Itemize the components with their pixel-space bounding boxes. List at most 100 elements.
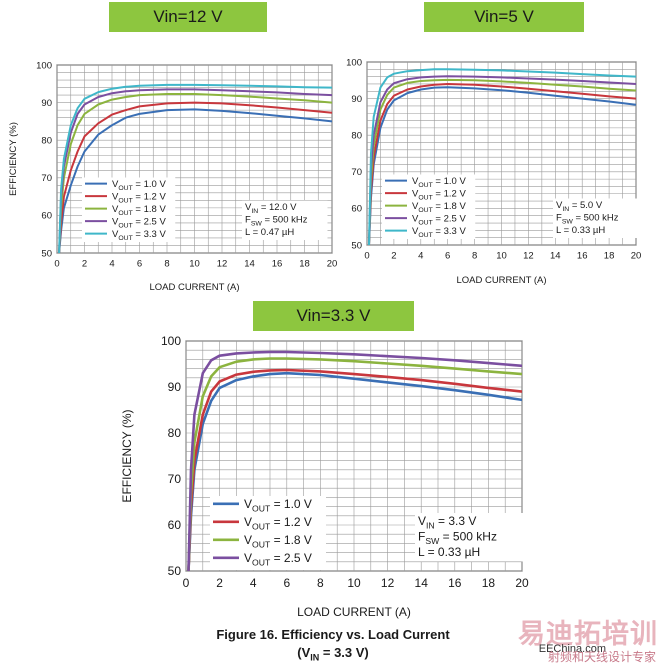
x-tick-label: 12 [523,251,534,262]
legend-entry-3: VOUT = 1.8 V [112,204,166,217]
x-tick-label: 10 [347,576,361,590]
annotation-vin: VIN = 5.0 V [556,200,603,213]
y-tick-label: 100 [36,60,52,71]
y-tick-label: 100 [346,57,362,68]
y-tick-label: 60 [168,518,182,532]
y-tick-label: 60 [351,204,362,215]
series-line-5 [368,68,636,245]
x-tick-label: 6 [283,576,290,590]
caption-v: (V [297,645,311,660]
x-tick-label: 4 [250,576,257,590]
x-tick-label: 20 [631,251,642,262]
x-tick-label: 16 [272,259,283,270]
y-axis-label: EFFICIENCY (%) [120,409,134,502]
x-tick-label: 8 [317,576,324,590]
y-tick-label: 80 [168,426,182,440]
legend-entry-4: VOUT = 2.5 V [244,551,312,568]
legend-background [82,177,176,242]
caption-value: = 3.3 V) [319,645,369,660]
series-line-1 [187,371,522,571]
x-tick-label: 10 [496,251,507,262]
x-tick-label: 14 [244,259,255,270]
legend-entry-1: VOUT = 1.0 V [244,497,312,514]
y-axis-label: EFFICIENCY (%) [8,122,19,196]
series-line-2 [187,368,522,571]
y-tick-label: 50 [168,564,182,578]
y-tick-label: 70 [351,167,362,178]
x-tick-label: 4 [109,259,114,270]
series-line-5 [58,83,332,253]
series-line-3 [187,357,522,571]
legend-entry-2: VOUT = 1.2 V [244,515,312,532]
series-line-3 [58,93,332,253]
annotation-fsw: FSW = 500 kHz [418,530,497,547]
watermark-url: EEChina.com [538,643,606,655]
figure-caption-line2: (VIN = 3.3 V) [0,645,666,663]
y-tick-label: 70 [168,472,182,486]
annotation-inductance: L = 0.33 µH [418,545,480,559]
chart-vin-12: 0 2 4 6 8 10 12 14 16 18 20 50 60 70 80 90 100 LOAD CURRE… [8,60,337,293]
series-line-2 [368,83,636,245]
legend-entry-1: VOUT = 1.0 V [412,176,466,189]
legend-entry-4: VOUT = 2.5 V [112,217,166,230]
x-tick-label: 2 [82,259,87,270]
banner-vin-5: Vin=5 V [424,2,584,32]
x-axis-label: LOAD CURRENT (A) [456,275,546,286]
y-tick-label: 100 [161,334,181,348]
annotation-vin: VIN = 3.3 V [418,514,476,531]
annotation-vin: VIN = 12.0 V [245,202,297,215]
y-tick-label: 80 [351,131,362,142]
x-tick-label: 6 [137,259,142,270]
x-tick-label: 8 [472,251,477,262]
legend-entry-3: VOUT = 1.8 V [244,533,312,550]
series-line-1 [58,108,332,253]
x-tick-label: 2 [216,576,223,590]
x-tick-label: 2 [391,251,396,262]
y-tick-label: 60 [41,211,52,222]
x-tick-label: 12 [381,576,395,590]
x-tick-label: 4 [418,251,423,262]
series-line-4 [58,88,332,253]
legend-entry-2: VOUT = 1.2 V [412,189,466,202]
x-tick-label: 8 [164,259,169,270]
chart-vin-5: 0 2 4 6 8 10 12 14 16 18 20 50 60 70 80 90 100 LOAD CURRE… [346,57,641,286]
annotation-fsw: FSW = 500 kHz [245,215,308,228]
legend-entry-5: VOUT = 3.3 V [412,226,466,239]
x-tick-label: 0 [364,251,369,262]
x-axis-label: LOAD CURRENT (A) [149,282,239,293]
y-tick-label: 80 [41,136,52,147]
x-tick-label: 0 [54,259,59,270]
x-tick-label: 18 [482,576,496,590]
legend-entry-1: VOUT = 1.0 V [112,179,166,192]
y-tick-label: 90 [41,98,52,109]
annotation-inductance: L = 0.47 µH [245,227,294,238]
x-tick-label: 12 [217,259,228,270]
figure-caption-line1: Figure 16. Efficiency vs. Load Current [216,627,450,642]
banner-vin-3-3: Vin=3.3 V [253,301,414,331]
watermark-tagline: 射频和天线设计专家 [547,650,656,664]
x-axis-label: LOAD CURRENT (A) [297,605,411,619]
x-tick-label: 20 [515,576,529,590]
x-tick-label: 18 [604,251,615,262]
x-tick-label: 16 [448,576,462,590]
x-tick-label: 6 [445,251,450,262]
x-tick-label: 10 [189,259,200,270]
legend-entry-4: VOUT = 2.5 V [412,214,466,227]
series-line-1 [368,86,636,245]
x-tick-label: 14 [415,576,429,590]
annotation-fsw: FSW = 500 kHz [556,213,619,226]
x-tick-label: 0 [183,576,190,590]
annotation-inductance: L = 0.33 µH [556,225,605,236]
series-line-3 [368,78,636,245]
legend-entry-2: VOUT = 1.2 V [112,192,166,205]
y-tick-label: 90 [351,94,362,105]
series-line-4 [187,350,522,571]
x-tick-label: 20 [327,259,338,270]
series-line-2 [58,101,332,253]
x-tick-label: 18 [299,259,310,270]
series-line-4 [368,75,636,245]
y-tick-label: 90 [168,380,182,394]
y-tick-label: 70 [41,173,52,184]
x-tick-label: 16 [577,251,588,262]
chart-vin-3-3: 0 2 4 6 8 10 12 14 16 18 20 50 60 70 80 90 100 LOAD CURRE… [120,334,529,619]
